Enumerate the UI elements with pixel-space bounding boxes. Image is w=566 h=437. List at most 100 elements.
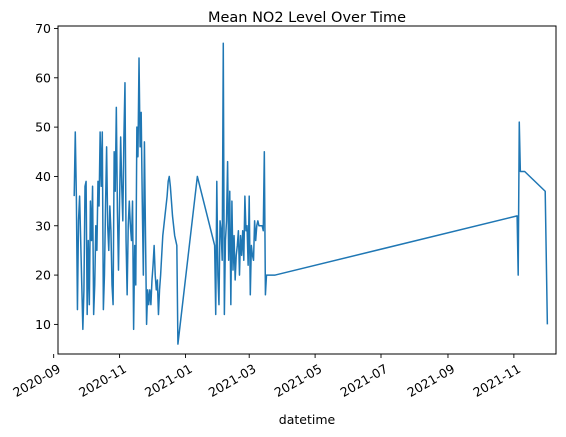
y-tick-label: 60 <box>35 70 51 85</box>
data-point <box>215 314 216 315</box>
data-point <box>262 225 263 226</box>
data-point <box>237 245 238 246</box>
data-point <box>142 201 143 202</box>
data-point <box>233 235 234 236</box>
data-point <box>248 265 249 266</box>
data-point <box>157 279 158 280</box>
data-point <box>236 255 237 256</box>
data-point <box>163 225 164 226</box>
data-point <box>84 186 85 187</box>
data-point <box>216 181 217 182</box>
data-point <box>162 235 163 236</box>
data-point <box>231 201 232 202</box>
data-point <box>219 220 220 221</box>
plot-layer <box>73 42 549 345</box>
data-point <box>256 225 257 226</box>
data-point <box>125 240 126 241</box>
data-point <box>265 294 266 295</box>
data-point <box>254 220 255 221</box>
data-point <box>74 196 75 197</box>
data-point <box>242 230 243 231</box>
data-point <box>524 171 525 172</box>
data-point <box>522 171 523 172</box>
data-point <box>127 294 128 295</box>
data-point <box>264 151 265 152</box>
data-point <box>268 274 269 275</box>
data-point <box>148 304 149 305</box>
data-point <box>116 107 117 108</box>
data-point <box>83 289 84 290</box>
data-point <box>141 112 142 113</box>
data-point <box>273 274 274 275</box>
data-point <box>88 240 89 241</box>
data-point <box>227 161 228 162</box>
data-point <box>519 122 520 123</box>
data-point <box>120 136 121 137</box>
data-point <box>105 205 106 206</box>
data-point <box>112 304 113 305</box>
data-point <box>137 156 138 157</box>
data-point <box>128 225 129 226</box>
data-point <box>547 324 548 325</box>
data-point <box>151 279 152 280</box>
data-point <box>173 225 174 226</box>
data-point <box>156 289 157 290</box>
data-point <box>79 196 80 197</box>
y-tick-label: 70 <box>35 21 51 36</box>
data-point <box>77 309 78 310</box>
data-point <box>136 127 137 128</box>
data-point <box>167 196 168 197</box>
data-point <box>176 245 177 246</box>
data-point <box>85 181 86 182</box>
data-point <box>251 245 252 246</box>
y-tick-label: 30 <box>35 218 51 233</box>
data-point <box>266 274 267 275</box>
data-point <box>174 235 175 236</box>
data-point <box>275 274 276 275</box>
data-point <box>267 274 268 275</box>
data-point <box>76 196 77 197</box>
series-line-0 <box>73 42 549 345</box>
data-point <box>143 274 144 275</box>
data-point <box>97 181 98 182</box>
y-tick-label: 50 <box>35 120 51 135</box>
data-point <box>250 294 251 295</box>
data-point <box>545 191 546 192</box>
data-point <box>168 181 169 182</box>
y-tick-label: 10 <box>35 317 51 332</box>
data-point <box>235 279 236 280</box>
data-point <box>270 274 271 275</box>
data-point <box>114 151 115 152</box>
data-point <box>260 225 261 226</box>
data-point <box>243 260 244 261</box>
data-point <box>145 235 146 236</box>
data-point <box>169 176 170 177</box>
data-point <box>135 284 136 285</box>
data-point <box>150 304 151 305</box>
data-point <box>244 196 245 197</box>
data-point <box>131 240 132 241</box>
y-tick-label: 40 <box>35 169 51 184</box>
data-point <box>110 230 111 231</box>
data-point <box>149 289 150 290</box>
data-point <box>263 230 264 231</box>
data-point <box>177 344 178 345</box>
data-point <box>98 205 99 206</box>
data-point <box>224 314 225 315</box>
data-point <box>245 230 246 231</box>
data-point <box>106 146 107 147</box>
data-point <box>133 329 134 330</box>
data-point <box>521 171 522 172</box>
data-point <box>91 240 92 241</box>
data-point <box>165 205 166 206</box>
data-point <box>121 186 122 187</box>
data-point <box>89 304 90 305</box>
data-point <box>111 284 112 285</box>
data-point <box>124 82 125 83</box>
data-point <box>520 171 521 172</box>
data-point <box>221 230 222 231</box>
data-point <box>102 131 103 132</box>
data-point <box>232 270 233 271</box>
data-point <box>214 245 215 246</box>
